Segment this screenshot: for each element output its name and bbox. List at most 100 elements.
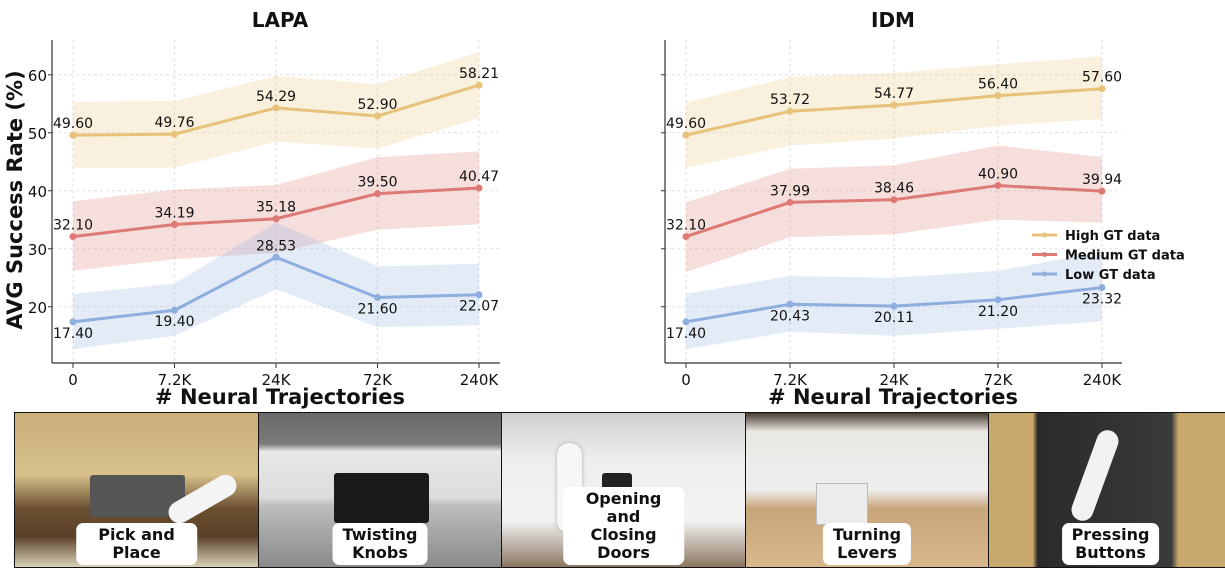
point-medium-gt-data	[994, 182, 1002, 190]
band-medium-gt-data	[686, 145, 1102, 272]
point-high-gt-data	[786, 107, 794, 115]
band-medium-gt-data	[73, 151, 479, 271]
x-tick-label: 0	[68, 371, 78, 389]
legend-marker	[1042, 232, 1047, 238]
data-label: 54.29	[256, 89, 296, 105]
data-label: 20.11	[874, 310, 914, 326]
x-tick-label: 24K	[262, 371, 292, 389]
data-label: 21.20	[978, 304, 1018, 320]
task-image-pressing-buttons: Pressing Buttons	[988, 412, 1225, 568]
band-low-gt-data	[73, 222, 479, 350]
data-label: 34.19	[154, 205, 194, 221]
point-medium-gt-data	[475, 184, 483, 192]
data-label: 40.90	[978, 167, 1018, 183]
data-label: 23.32	[1082, 291, 1122, 307]
point-low-gt-data	[69, 318, 77, 326]
data-label: 52.90	[357, 97, 397, 113]
data-label: 40.47	[459, 169, 499, 185]
data-label: 54.77	[874, 86, 914, 102]
data-label: 49.76	[154, 115, 194, 131]
data-label: 35.18	[256, 200, 296, 216]
point-medium-gt-data	[374, 190, 381, 198]
legend-marker	[1042, 271, 1047, 277]
task-image-turning-levers: Turning Levers	[744, 412, 990, 568]
data-label: 49.60	[666, 116, 706, 132]
point-low-gt-data	[682, 318, 690, 326]
chart-title: IDM	[871, 8, 915, 32]
x-tick-label: 7.2K	[158, 371, 193, 389]
point-high-gt-data	[374, 112, 381, 120]
x-tick-label: 7.2K	[773, 371, 808, 389]
y-tick-label: 60	[28, 67, 47, 85]
task-label: Opening and Closing Doors	[562, 487, 685, 565]
data-label: 32.10	[666, 218, 706, 234]
point-medium-gt-data	[69, 233, 77, 241]
point-medium-gt-data	[272, 215, 280, 223]
point-low-gt-data	[171, 306, 178, 314]
point-high-gt-data	[1098, 85, 1106, 93]
y-tick-label: 20	[28, 299, 47, 317]
task-image-strip: Pick and Place Twisting Knobs Opening an…	[14, 412, 1225, 568]
legend-label: Medium GT data	[1065, 249, 1185, 264]
data-label: 56.40	[978, 77, 1018, 93]
chart-idm: 0 7.2K 24K 72K 240K 49.60 53.72 54.77 56.40 57.60…	[661, 8, 1185, 409]
point-low-gt-data	[475, 291, 483, 299]
data-label: 58.21	[459, 66, 499, 82]
point-medium-gt-data	[171, 220, 178, 228]
point-high-gt-data	[272, 104, 280, 112]
point-low-gt-data	[786, 300, 794, 308]
data-label: 17.40	[666, 326, 706, 342]
point-low-gt-data	[994, 296, 1002, 304]
data-label: 21.60	[357, 301, 397, 317]
task-label: Twisting Knobs	[332, 523, 428, 565]
legend-label: High GT data	[1065, 229, 1160, 244]
point-high-gt-data	[994, 92, 1002, 100]
data-label: 53.72	[770, 92, 810, 108]
point-low-gt-data	[1098, 283, 1106, 291]
data-label: 39.50	[357, 175, 397, 191]
x-tick-label: 0	[681, 371, 691, 389]
y-tick-label: 50	[28, 125, 47, 143]
legend-marker	[1042, 252, 1047, 257]
x-tick-label: 240K	[460, 371, 500, 389]
band-low-gt-data	[686, 251, 1102, 350]
x-tick-label: 24K	[880, 371, 910, 389]
legend-item: Low GT data	[1032, 268, 1156, 283]
data-label: 39.94	[1082, 172, 1122, 188]
y-tick-label: 40	[28, 183, 47, 201]
point-low-gt-data	[272, 253, 280, 261]
band-high-gt-data	[686, 56, 1102, 168]
legend-item: High GT data	[1032, 229, 1160, 244]
task-label: Pick and Place	[75, 523, 198, 565]
x-tick-label: 240K	[1083, 371, 1123, 389]
y-tick-label: 30	[28, 241, 47, 259]
task-label: Pressing Buttons	[1061, 523, 1160, 565]
point-low-gt-data	[890, 302, 898, 310]
task-image-opening-closing-doors: Opening and Closing Doors	[501, 412, 746, 568]
point-high-gt-data	[682, 131, 690, 139]
point-medium-gt-data	[682, 233, 690, 241]
data-label: 32.10	[53, 218, 93, 234]
x-tick-label: 72K	[363, 371, 393, 389]
data-label: 28.53	[256, 238, 296, 254]
data-label: 38.46	[874, 181, 914, 197]
task-label: Turning Levers	[822, 523, 912, 565]
point-medium-gt-data	[786, 198, 794, 206]
data-label: 37.99	[770, 183, 810, 199]
data-label: 22.07	[459, 299, 499, 315]
point-medium-gt-data	[890, 196, 898, 204]
x-axis-label: # Neural Trajectories	[155, 385, 405, 409]
point-low-gt-data	[374, 293, 381, 301]
task-image-twisting-knobs: Twisting Knobs	[257, 412, 503, 568]
data-label: 20.43	[770, 308, 810, 324]
legend-label: Low GT data	[1065, 268, 1156, 283]
task-image-pick-and-place: Pick and Place	[14, 412, 259, 568]
point-high-gt-data	[69, 131, 77, 139]
chart-lapa: 20 30 40 50 60 0 7.2K 24K 72K 240K 49.60 49.76 54.29…	[3, 8, 500, 409]
point-high-gt-data	[890, 101, 898, 109]
chart-title: LAPA	[252, 8, 309, 32]
point-medium-gt-data	[1098, 187, 1106, 195]
point-high-gt-data	[171, 130, 178, 138]
data-label: 57.60	[1082, 70, 1122, 86]
x-tick-label: 72K	[984, 371, 1014, 389]
